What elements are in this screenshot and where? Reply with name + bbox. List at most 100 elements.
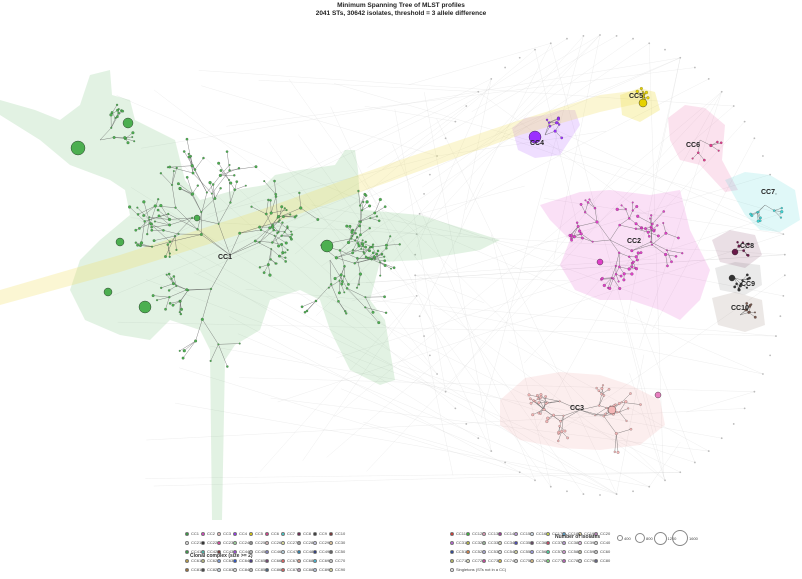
tree-edge [218, 223, 231, 256]
tree-edge [579, 409, 596, 416]
tree-edge [361, 201, 368, 211]
tree-edge [336, 249, 354, 258]
st-node [168, 302, 172, 305]
tree-edge [666, 250, 672, 262]
tree-edge [186, 139, 193, 166]
st-node [136, 206, 139, 209]
st-node [285, 209, 288, 212]
st-node [211, 183, 215, 186]
st-node [664, 231, 668, 235]
singleton-node [632, 490, 634, 493]
singleton-node [490, 450, 493, 452]
st-node [219, 187, 222, 190]
tree-edge [271, 209, 287, 214]
st-node [362, 200, 365, 203]
background-edge [636, 308, 696, 463]
st-node [527, 393, 531, 397]
singleton-node [632, 37, 634, 40]
st-node [639, 87, 643, 90]
tree-edge [169, 234, 202, 242]
st-node [539, 393, 543, 397]
st-node [650, 227, 653, 230]
st-node [131, 136, 134, 138]
tree-edge [358, 190, 361, 206]
background-edge [437, 131, 606, 157]
st-node [273, 234, 276, 237]
singleton-node [648, 42, 651, 45]
st-node [607, 388, 611, 391]
tree-edge [386, 236, 391, 246]
hull-cc8 [712, 230, 762, 268]
tree-edge [599, 394, 602, 406]
singleton-node [693, 66, 696, 69]
cluster-label-cc6: CC6 [686, 142, 700, 149]
st-node [271, 241, 274, 244]
st-node [277, 220, 280, 223]
st-node [529, 397, 532, 401]
st-node [560, 136, 564, 140]
st-node [756, 211, 759, 214]
background-edge [373, 295, 417, 303]
singleton-node [775, 193, 777, 195]
background-edge [503, 136, 784, 235]
st-node [123, 136, 127, 140]
st-node [371, 251, 375, 255]
tree-edge [259, 229, 274, 243]
st-node [258, 241, 261, 244]
st-node [364, 306, 367, 309]
tree-edge [281, 234, 292, 236]
st-node [290, 233, 294, 236]
st-node [199, 233, 203, 236]
st-node [264, 212, 268, 216]
singleton-node [465, 105, 468, 107]
st-node [746, 254, 750, 257]
st-node [575, 221, 579, 224]
tree-edges [99, 88, 782, 453]
st-node [556, 117, 560, 121]
st-node [157, 214, 161, 218]
tree-edge [609, 278, 614, 289]
tree-edge [300, 207, 318, 220]
tree-edge [352, 234, 361, 251]
background-edge [330, 106, 492, 452]
st-node [270, 248, 273, 250]
founder-node [731, 248, 739, 256]
st-node [581, 236, 584, 240]
st-node [128, 205, 132, 209]
st-node [298, 191, 301, 195]
tree-edge [251, 206, 267, 215]
st-node [542, 408, 546, 411]
st-node [656, 234, 660, 238]
background-edge [415, 275, 485, 304]
tree-edge [330, 284, 339, 302]
singleton-node [707, 450, 710, 452]
tree-edge [774, 207, 782, 211]
tree-edge [665, 233, 679, 239]
tree-edge [651, 233, 666, 245]
tree-edge [611, 265, 616, 278]
st-node [353, 262, 356, 265]
tree-edge [263, 264, 269, 273]
tree-edge [178, 233, 202, 235]
st-node [361, 244, 364, 247]
tree-edge [578, 221, 598, 227]
st-node [139, 241, 144, 245]
background-edge [294, 35, 617, 221]
st-node [746, 242, 750, 246]
tree-edge [220, 170, 230, 181]
st-node [631, 209, 634, 212]
tree-edge [239, 226, 260, 234]
tree-edge [228, 179, 231, 203]
st-node [618, 265, 621, 269]
st-node [635, 89, 639, 93]
singleton-node [779, 315, 782, 318]
background-edge [524, 121, 745, 364]
background-edge [117, 322, 776, 337]
st-node [209, 287, 213, 291]
cluster-label-cc8: CC8 [740, 243, 754, 250]
st-node [681, 252, 684, 255]
st-node [529, 401, 533, 405]
st-node [376, 249, 380, 253]
singleton-node [518, 56, 521, 59]
tree-edge [370, 258, 386, 266]
